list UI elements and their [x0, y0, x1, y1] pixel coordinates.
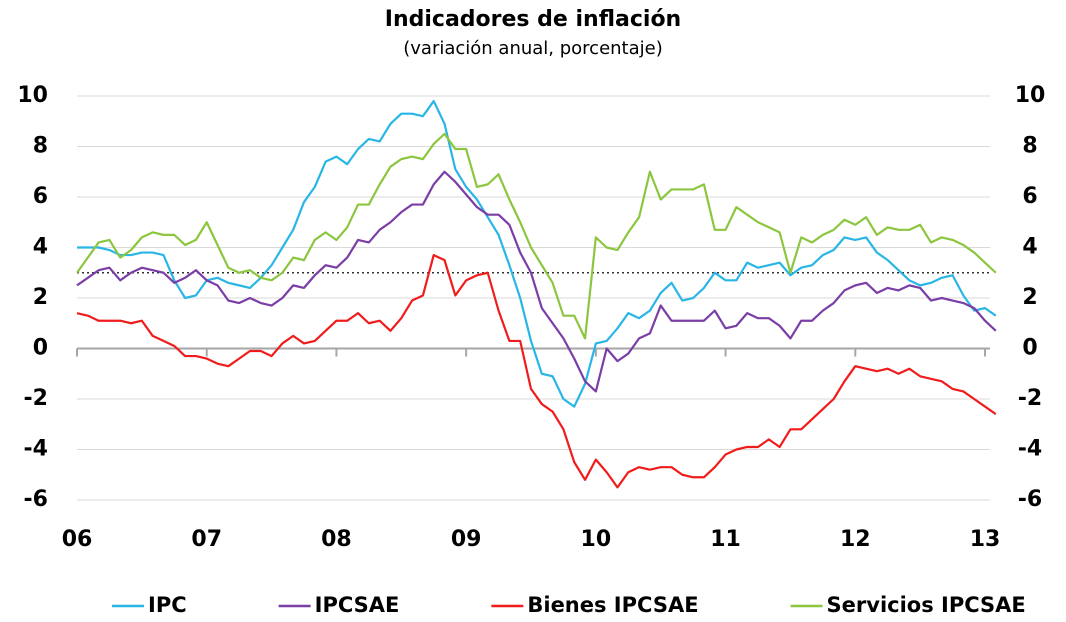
legend-label: Bienes IPCSAE: [527, 593, 698, 617]
x-tick-label: 09: [451, 527, 482, 552]
x-tick-label: 11: [710, 527, 741, 552]
series-line: [77, 99, 997, 408]
y-tick-label: 0: [33, 336, 48, 361]
x-tick-label: 08: [321, 527, 352, 552]
series-line: [76, 132, 997, 340]
series-line: [76, 170, 997, 393]
y2-tick-label: 0: [1022, 336, 1037, 361]
legend-label: IPCSAE: [315, 593, 400, 617]
y-tick-label: 4: [33, 235, 48, 260]
y2-tick-label: -2: [1018, 386, 1042, 411]
chart-title: Indicadores de inflación: [385, 7, 681, 32]
y2-tick-label: 8: [1022, 134, 1037, 159]
y2-tick-label: 4: [1022, 235, 1037, 260]
y2-tick-label: 10: [1015, 83, 1046, 108]
y2-tick-label: -4: [1018, 437, 1042, 462]
y-tick-label: 10: [17, 83, 48, 108]
legend-label: Servicios IPCSAE: [827, 593, 1026, 617]
y-tick-label: 2: [33, 285, 48, 310]
chart-subtitle: (variación anual, porcentaje): [403, 38, 663, 59]
y-tick-label: -4: [24, 437, 48, 462]
y2-tick-label: 2: [1022, 285, 1037, 310]
x-tick-label: 10: [581, 527, 612, 552]
y-tick-label: -2: [24, 386, 48, 411]
x-tick-label: 07: [191, 527, 222, 552]
x-tick-label: 06: [62, 527, 93, 552]
x-tick-label: 12: [840, 527, 871, 552]
y2-tick-label: 6: [1022, 184, 1037, 209]
x-tick-label: 13: [970, 527, 1001, 552]
y-tick-label: -6: [24, 487, 48, 512]
legend-label: IPC: [148, 593, 187, 617]
y-tick-label: 8: [33, 134, 48, 159]
y2-tick-label: -6: [1018, 487, 1042, 512]
y-tick-label: 6: [33, 184, 48, 209]
series-line: [76, 253, 997, 489]
